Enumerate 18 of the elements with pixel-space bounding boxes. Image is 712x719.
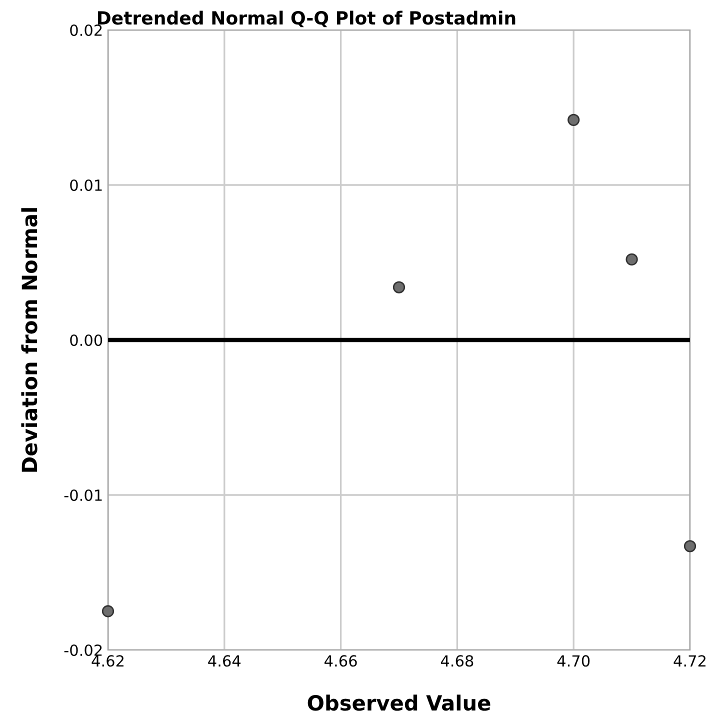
x-tick-label: 4.62 <box>92 655 124 667</box>
point <box>626 253 638 266</box>
point <box>392 281 406 294</box>
x-tick-label: 4.72 <box>674 655 706 666</box>
point <box>102 605 114 618</box>
y-tick-label: 0.01 <box>70 179 102 192</box>
x-tick-label: 4.68 <box>440 655 474 667</box>
y-tick-label: 0.00 <box>70 334 102 346</box>
point <box>684 540 696 552</box>
y-tick-label: -0.01 <box>64 489 102 502</box>
x-tick-label: 4.66 <box>324 655 357 667</box>
point <box>568 114 580 126</box>
x-tick-label: 4.64 <box>208 655 241 667</box>
y-tick-label: -0.02 <box>64 644 102 656</box>
y-axis-title: Deviation from Normal <box>21 208 38 472</box>
y-tick-label: 0.02 <box>70 24 102 36</box>
x-axis-title: Observed Value <box>308 694 490 711</box>
x-tick-label: 4.70 <box>557 655 590 667</box>
